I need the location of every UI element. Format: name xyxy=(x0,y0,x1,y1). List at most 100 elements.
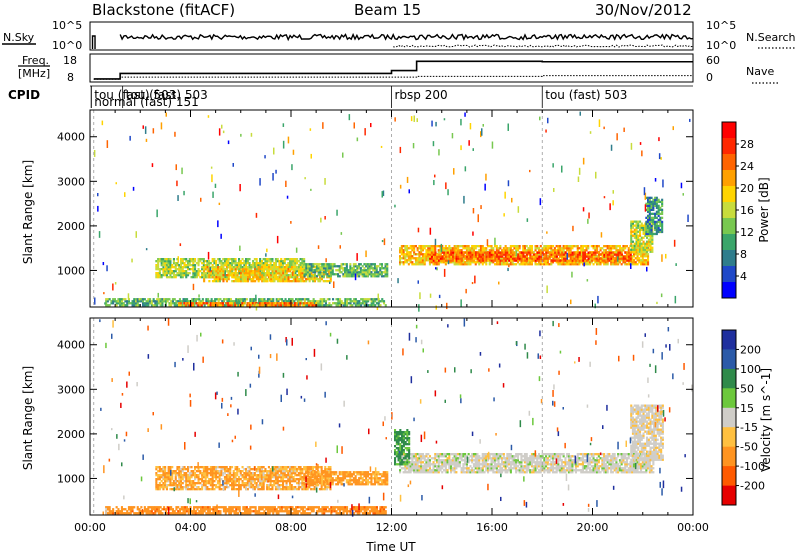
data-cell xyxy=(238,278,241,281)
data-cell xyxy=(622,261,625,264)
data-cell xyxy=(197,482,200,485)
data-cell xyxy=(165,274,168,277)
data-cell xyxy=(160,468,163,471)
data-cell xyxy=(280,488,283,491)
data-cell xyxy=(266,480,269,483)
data-cell xyxy=(427,259,430,262)
data-cell xyxy=(227,274,230,277)
data-cell xyxy=(255,258,258,261)
data-cell xyxy=(427,245,430,248)
data-cell xyxy=(197,262,200,265)
data-cell xyxy=(294,266,297,269)
data-cell xyxy=(568,251,571,254)
colorbar-swatch xyxy=(722,250,736,267)
data-cell xyxy=(641,150,643,157)
data-cell xyxy=(335,304,338,307)
data-cell xyxy=(642,226,645,229)
data-cell xyxy=(299,276,302,279)
data-cell xyxy=(322,263,325,266)
data-cell xyxy=(262,482,265,485)
data-cell xyxy=(446,251,449,254)
data-cell xyxy=(144,126,147,134)
data-cell xyxy=(179,266,182,269)
data-cell xyxy=(648,222,651,226)
data-cell xyxy=(651,250,654,253)
data-cell xyxy=(354,273,357,281)
data-cell xyxy=(587,245,590,248)
data-cell xyxy=(246,482,249,485)
data-cell xyxy=(460,249,463,252)
data-cell xyxy=(160,268,163,271)
data-cell xyxy=(236,276,239,279)
data-cell xyxy=(259,258,262,261)
data-cell xyxy=(158,488,161,491)
data-cell xyxy=(250,268,253,271)
data-cell xyxy=(375,275,378,278)
data-cell xyxy=(222,130,225,134)
data-cell xyxy=(435,121,437,127)
data-cell xyxy=(576,251,579,254)
data-cell xyxy=(181,260,184,263)
data-cell xyxy=(157,478,160,481)
data-cell xyxy=(236,472,239,475)
data-cell xyxy=(251,304,254,307)
data-cell xyxy=(192,268,195,271)
data-cell xyxy=(246,258,249,261)
data-cell xyxy=(155,276,158,279)
data-cell xyxy=(610,253,613,256)
data-cell xyxy=(188,258,191,261)
data-cell xyxy=(259,262,262,265)
data-cell xyxy=(419,292,421,300)
data-cell xyxy=(194,476,197,479)
data-cell xyxy=(210,270,213,273)
data-cell xyxy=(229,474,232,477)
data-cell xyxy=(179,486,182,489)
data-cell xyxy=(354,271,357,274)
data-cell xyxy=(169,260,172,263)
data-cell xyxy=(337,273,340,276)
data-cell xyxy=(259,484,262,487)
data-cell xyxy=(252,280,255,283)
data-cell xyxy=(176,274,179,277)
data-cell xyxy=(157,272,160,275)
data-cell xyxy=(194,276,197,279)
data-cell xyxy=(420,251,423,254)
data-cell xyxy=(518,255,521,258)
data-cell xyxy=(257,274,260,277)
data-cell xyxy=(211,174,213,183)
data-cell xyxy=(247,278,250,281)
data-cell xyxy=(231,474,234,477)
data-cell xyxy=(603,251,606,254)
data-cell xyxy=(564,263,567,266)
data-cell xyxy=(418,247,421,250)
data-cell xyxy=(252,262,255,265)
data-cell xyxy=(157,470,160,473)
data-cell xyxy=(416,261,419,264)
freq-panel: Freq. [MHz] 18 8 60 0 Nave xyxy=(18,53,780,84)
data-cell xyxy=(246,478,249,481)
data-cell xyxy=(651,240,654,243)
data-cell xyxy=(629,259,632,262)
data-cell xyxy=(620,255,623,258)
data-cell xyxy=(553,188,555,192)
data-cell xyxy=(245,266,248,269)
data-cell xyxy=(548,257,551,260)
data-cell xyxy=(268,300,271,303)
data-cell xyxy=(229,266,232,269)
data-cell xyxy=(485,249,488,252)
data-cell xyxy=(651,236,654,239)
data-cell xyxy=(610,245,613,248)
data-cell xyxy=(201,488,204,491)
data-cell xyxy=(342,304,345,307)
data-cell xyxy=(576,245,579,248)
data-cell xyxy=(269,276,272,279)
data-cell xyxy=(636,255,639,258)
data-cell xyxy=(657,212,660,215)
data-cell xyxy=(289,264,292,267)
data-cell xyxy=(154,302,157,305)
data-cell xyxy=(243,486,246,489)
data-cell xyxy=(329,273,332,276)
data-cell xyxy=(420,263,423,266)
data-cell xyxy=(292,258,295,261)
data-cell xyxy=(305,304,308,307)
